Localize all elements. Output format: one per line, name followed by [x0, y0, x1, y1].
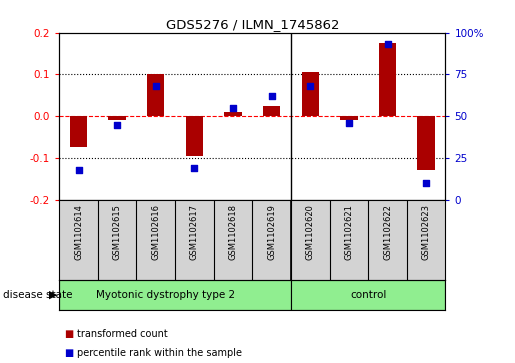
Point	[74, 167, 82, 172]
Point	[383, 41, 392, 47]
Text: GSM1102621: GSM1102621	[345, 204, 353, 260]
Bar	[70, 116, 87, 147]
Bar	[109, 116, 126, 121]
Text: ■: ■	[64, 348, 74, 359]
Bar	[340, 116, 357, 121]
Text: ■: ■	[64, 329, 74, 339]
Bar	[225, 112, 242, 116]
Text: GSM1102614: GSM1102614	[74, 204, 83, 260]
Bar	[379, 43, 396, 116]
Point	[345, 120, 353, 126]
Text: GSM1102615: GSM1102615	[113, 204, 122, 260]
Bar	[291, 280, 445, 310]
Text: GSM1102622: GSM1102622	[383, 204, 392, 260]
Bar	[186, 116, 203, 156]
Text: ▶: ▶	[49, 290, 58, 300]
Point	[229, 105, 237, 111]
Point	[306, 83, 314, 89]
Text: GSM1102623: GSM1102623	[422, 204, 431, 260]
Point	[191, 165, 199, 171]
Bar	[302, 72, 319, 116]
Point	[113, 122, 122, 127]
Text: control: control	[350, 290, 386, 300]
Text: GSM1102618: GSM1102618	[229, 204, 237, 260]
Bar	[59, 280, 291, 310]
Text: Myotonic dystrophy type 2: Myotonic dystrophy type 2	[96, 290, 235, 300]
Text: GSM1102616: GSM1102616	[151, 204, 160, 260]
Text: percentile rank within the sample: percentile rank within the sample	[77, 348, 242, 359]
Text: GSM1102619: GSM1102619	[267, 204, 276, 260]
Text: GSM1102620: GSM1102620	[306, 204, 315, 260]
Point	[422, 180, 431, 186]
Bar	[418, 116, 435, 171]
Bar	[263, 106, 280, 116]
Title: GDS5276 / ILMN_1745862: GDS5276 / ILMN_1745862	[166, 19, 339, 32]
Text: transformed count: transformed count	[77, 329, 168, 339]
Text: disease state: disease state	[3, 290, 72, 300]
Bar	[147, 74, 164, 116]
Point	[268, 93, 276, 99]
Text: GSM1102617: GSM1102617	[190, 204, 199, 260]
Point	[152, 83, 160, 89]
